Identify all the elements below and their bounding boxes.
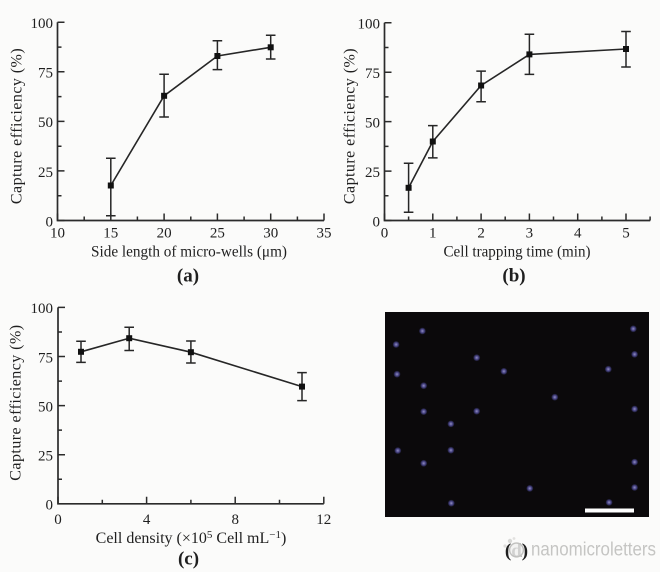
- svg-text:75: 75: [365, 66, 380, 82]
- svg-text:12: 12: [316, 512, 331, 528]
- svg-text:0: 0: [373, 214, 381, 230]
- svg-text:8: 8: [231, 512, 239, 528]
- svg-text:(a): (a): [177, 266, 199, 287]
- svg-text:30: 30: [263, 226, 278, 242]
- svg-text:0: 0: [46, 498, 54, 514]
- svg-text:Cell density (×105 Cell mL−1): Cell density (×105 Cell mL−1): [96, 529, 287, 547]
- svg-text:25: 25: [365, 165, 380, 181]
- svg-text:Side length of micro-wells (μm: Side length of micro-wells (μm): [91, 244, 287, 261]
- svg-text:25: 25: [38, 449, 53, 465]
- svg-text:100: 100: [31, 16, 54, 32]
- svg-text:0: 0: [46, 214, 54, 230]
- svg-text:1: 1: [429, 226, 437, 242]
- svg-text:20: 20: [157, 226, 172, 242]
- svg-text:25: 25: [210, 226, 225, 242]
- svg-text:0: 0: [381, 226, 389, 242]
- svg-text:(c): (c): [178, 549, 199, 570]
- svg-text:Capture efficiency (%): Capture efficiency (%): [9, 48, 26, 204]
- svg-text:(b): (b): [502, 266, 525, 287]
- svg-text:Cell trapping time (min): Cell trapping time (min): [444, 244, 591, 261]
- svg-text:100: 100: [31, 301, 54, 317]
- svg-text:50: 50: [365, 115, 380, 131]
- svg-text:15: 15: [103, 226, 118, 242]
- svg-text:75: 75: [38, 66, 53, 82]
- svg-text:Capture efficiency (%): Capture efficiency (%): [8, 324, 25, 480]
- svg-text:nanomicroletters: nanomicroletters: [531, 540, 656, 561]
- svg-text:3: 3: [526, 226, 534, 242]
- svg-text:25: 25: [38, 165, 53, 181]
- svg-text:4: 4: [143, 512, 151, 528]
- svg-text:Capture efficiency (%): Capture efficiency (%): [342, 48, 359, 204]
- svg-text:10: 10: [50, 226, 65, 242]
- svg-text:50: 50: [38, 115, 53, 131]
- svg-text:5: 5: [622, 226, 630, 242]
- svg-text:4: 4: [574, 226, 582, 242]
- svg-text:100: 100: [358, 17, 381, 33]
- svg-text:50: 50: [38, 399, 53, 415]
- svg-text:0: 0: [54, 512, 62, 528]
- svg-text:75: 75: [38, 350, 53, 366]
- svg-text:35: 35: [317, 226, 332, 242]
- svg-text:2: 2: [477, 226, 485, 242]
